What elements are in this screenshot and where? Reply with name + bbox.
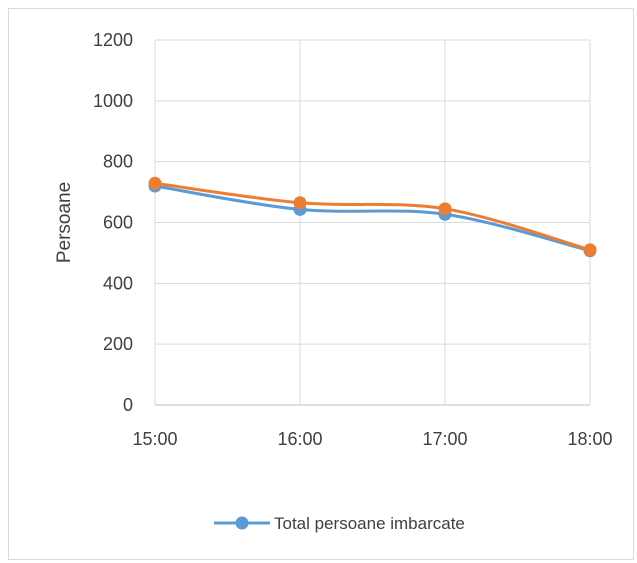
chart-frame: [8, 8, 634, 560]
legend-marker: [235, 516, 249, 530]
y-tick-label: 800: [103, 152, 133, 172]
y-tick-labels: 0 200 400 600 800 1000 1200: [93, 30, 133, 415]
series-2-point: [148, 176, 162, 190]
series-1-line: [153, 184, 592, 253]
legend: Total persoane imbarcate: [214, 514, 465, 533]
x-tick-label: 15:00: [132, 429, 177, 449]
x-tick-label: 17:00: [422, 429, 467, 449]
y-tick-label: 400: [103, 273, 133, 293]
series-layer: [148, 176, 597, 258]
x-tick-label: 16:00: [277, 429, 322, 449]
legend-label: Total persoane imbarcate: [274, 514, 465, 533]
x-tick-label: 18:00: [567, 429, 612, 449]
y-tick-label: 1000: [93, 91, 133, 111]
series-2-point: [293, 196, 307, 210]
y-tick-label: 600: [103, 213, 133, 233]
y-tick-label: 0: [123, 395, 133, 415]
y-axis-title: Persoane: [54, 182, 75, 263]
series-2-point: [583, 243, 597, 257]
x-tick-labels: 15:00 16:00 17:00 18:00: [132, 429, 612, 449]
series-2-point: [438, 202, 452, 216]
series-2-line: [153, 181, 592, 252]
y-tick-label: 1200: [93, 30, 133, 50]
y-tick-label: 200: [103, 334, 133, 354]
gridlines: [154, 39, 591, 406]
